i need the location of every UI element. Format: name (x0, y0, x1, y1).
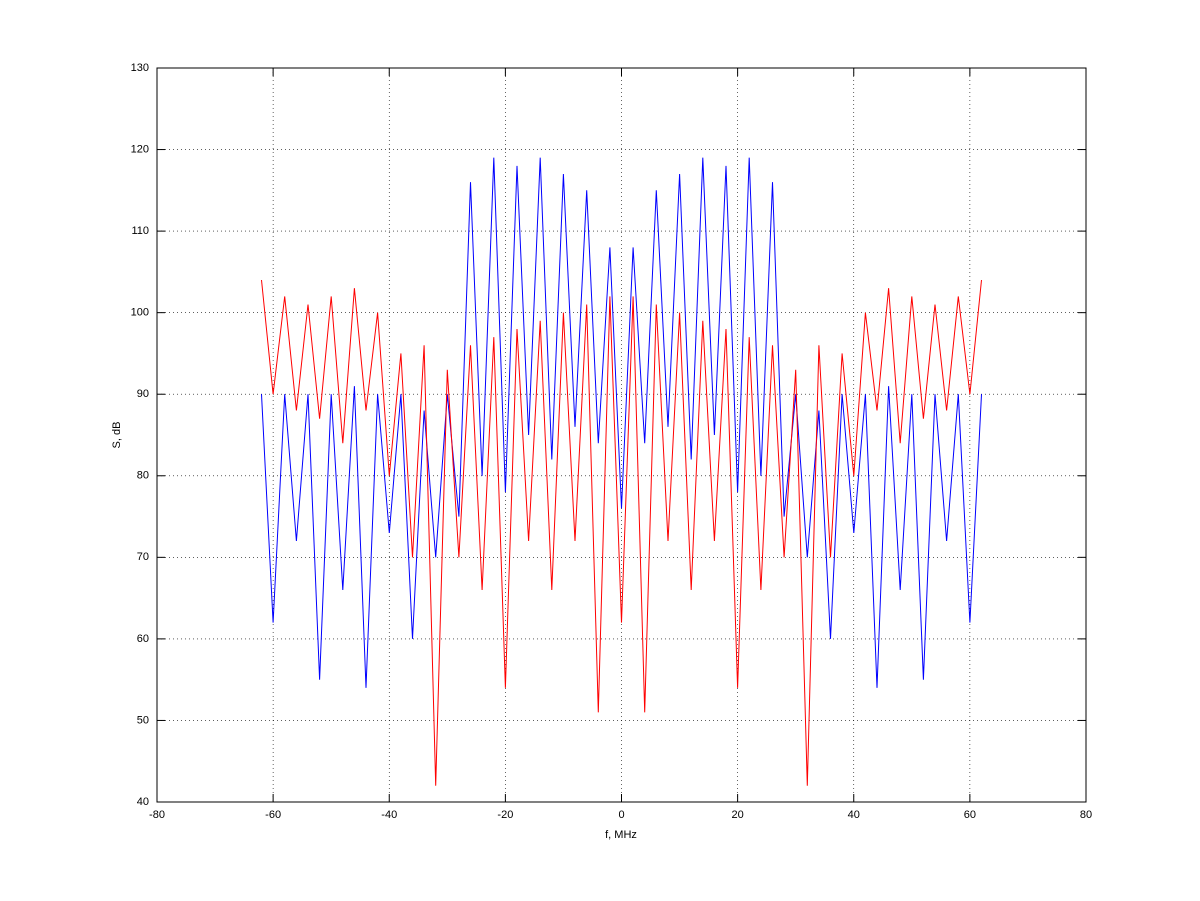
y-tick-label: 130 (131, 62, 149, 74)
y-tick-label: 120 (131, 143, 149, 155)
y-tick-label: 70 (137, 551, 149, 563)
x-tick-label: 80 (1080, 809, 1092, 821)
y-tick-label: 90 (137, 388, 149, 400)
x-axis-label: f, MHz (605, 829, 637, 841)
x-tick-label: 60 (964, 809, 976, 821)
x-tick-label: 40 (848, 809, 860, 821)
x-tick-label: 20 (732, 809, 744, 821)
y-tick-label: 100 (131, 307, 149, 319)
y-tick-label: 60 (137, 633, 149, 645)
plot-frame (156, 67, 1087, 803)
y-tick-label: 80 (137, 470, 149, 482)
y-axis-label: S, dB (111, 422, 123, 449)
y-tick-label: 40 (137, 796, 149, 808)
x-tick-label: -60 (265, 809, 281, 821)
y-tick-label: 50 (137, 714, 149, 726)
x-tick-label: 0 (618, 809, 624, 821)
x-tick-label: -40 (381, 809, 397, 821)
x-tick-label: -20 (497, 809, 513, 821)
data-line (261, 279, 982, 786)
x-tick-label: -80 (149, 809, 165, 821)
data-line (261, 157, 982, 688)
y-tick-label: 110 (131, 225, 149, 237)
